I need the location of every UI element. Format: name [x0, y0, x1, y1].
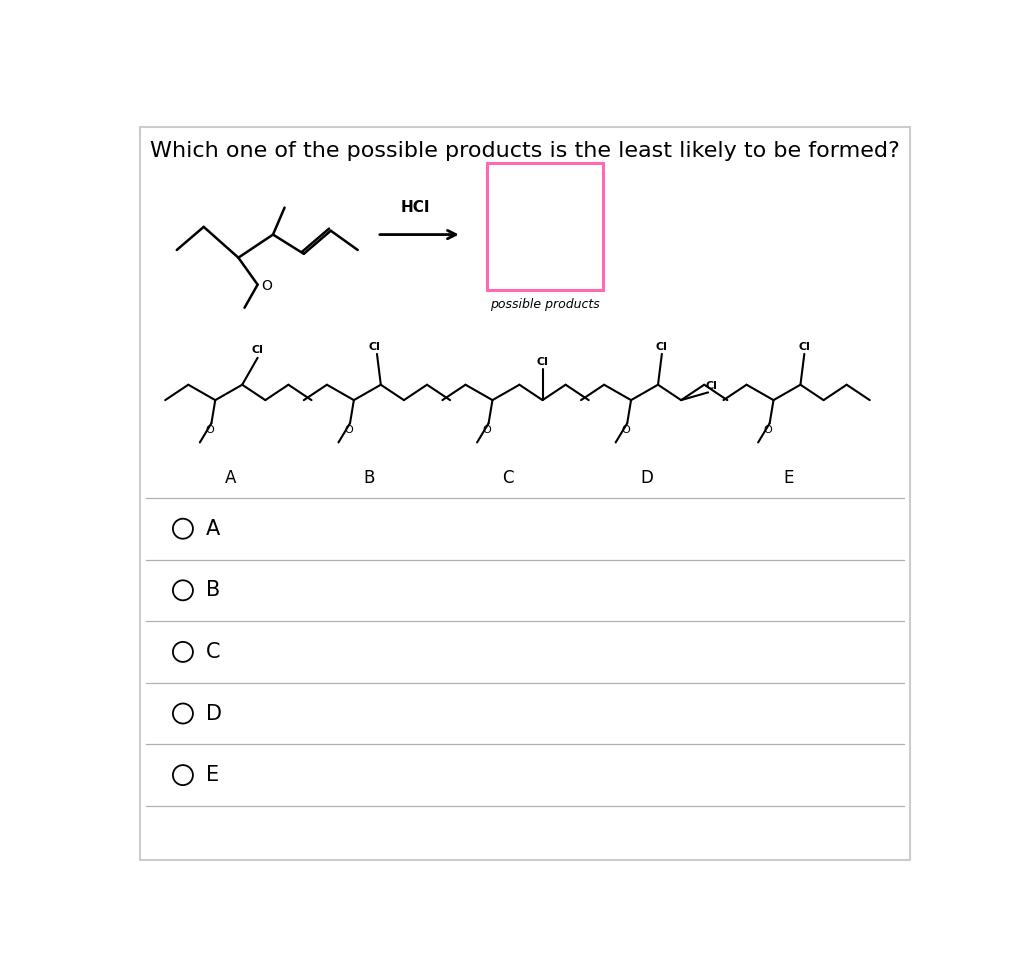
Text: O: O: [206, 425, 214, 435]
Text: possible products: possible products: [489, 298, 600, 310]
Text: B: B: [206, 580, 220, 600]
Text: O: O: [764, 425, 772, 435]
Bar: [487, 162, 602, 290]
Text: Cl: Cl: [252, 345, 263, 355]
Text: C: C: [502, 469, 514, 487]
Text: A: A: [206, 519, 220, 539]
Text: Cl: Cl: [369, 342, 381, 351]
Text: B: B: [364, 469, 375, 487]
Text: HCI: HCI: [400, 200, 430, 215]
Text: C: C: [206, 642, 220, 662]
Text: O: O: [622, 425, 630, 435]
Text: Cl: Cl: [799, 342, 810, 351]
Text: O: O: [344, 425, 353, 435]
Text: E: E: [783, 469, 794, 487]
Text: Cl: Cl: [706, 380, 718, 391]
Text: Which one of the possible products is the least likely to be formed?: Which one of the possible products is th…: [150, 141, 900, 161]
Text: D: D: [640, 469, 653, 487]
Text: Cl: Cl: [656, 342, 668, 351]
Text: O: O: [482, 425, 492, 435]
Text: O: O: [261, 279, 272, 293]
Text: A: A: [225, 469, 237, 487]
Text: D: D: [206, 703, 222, 724]
Text: Cl: Cl: [537, 357, 549, 367]
Text: E: E: [206, 765, 219, 785]
